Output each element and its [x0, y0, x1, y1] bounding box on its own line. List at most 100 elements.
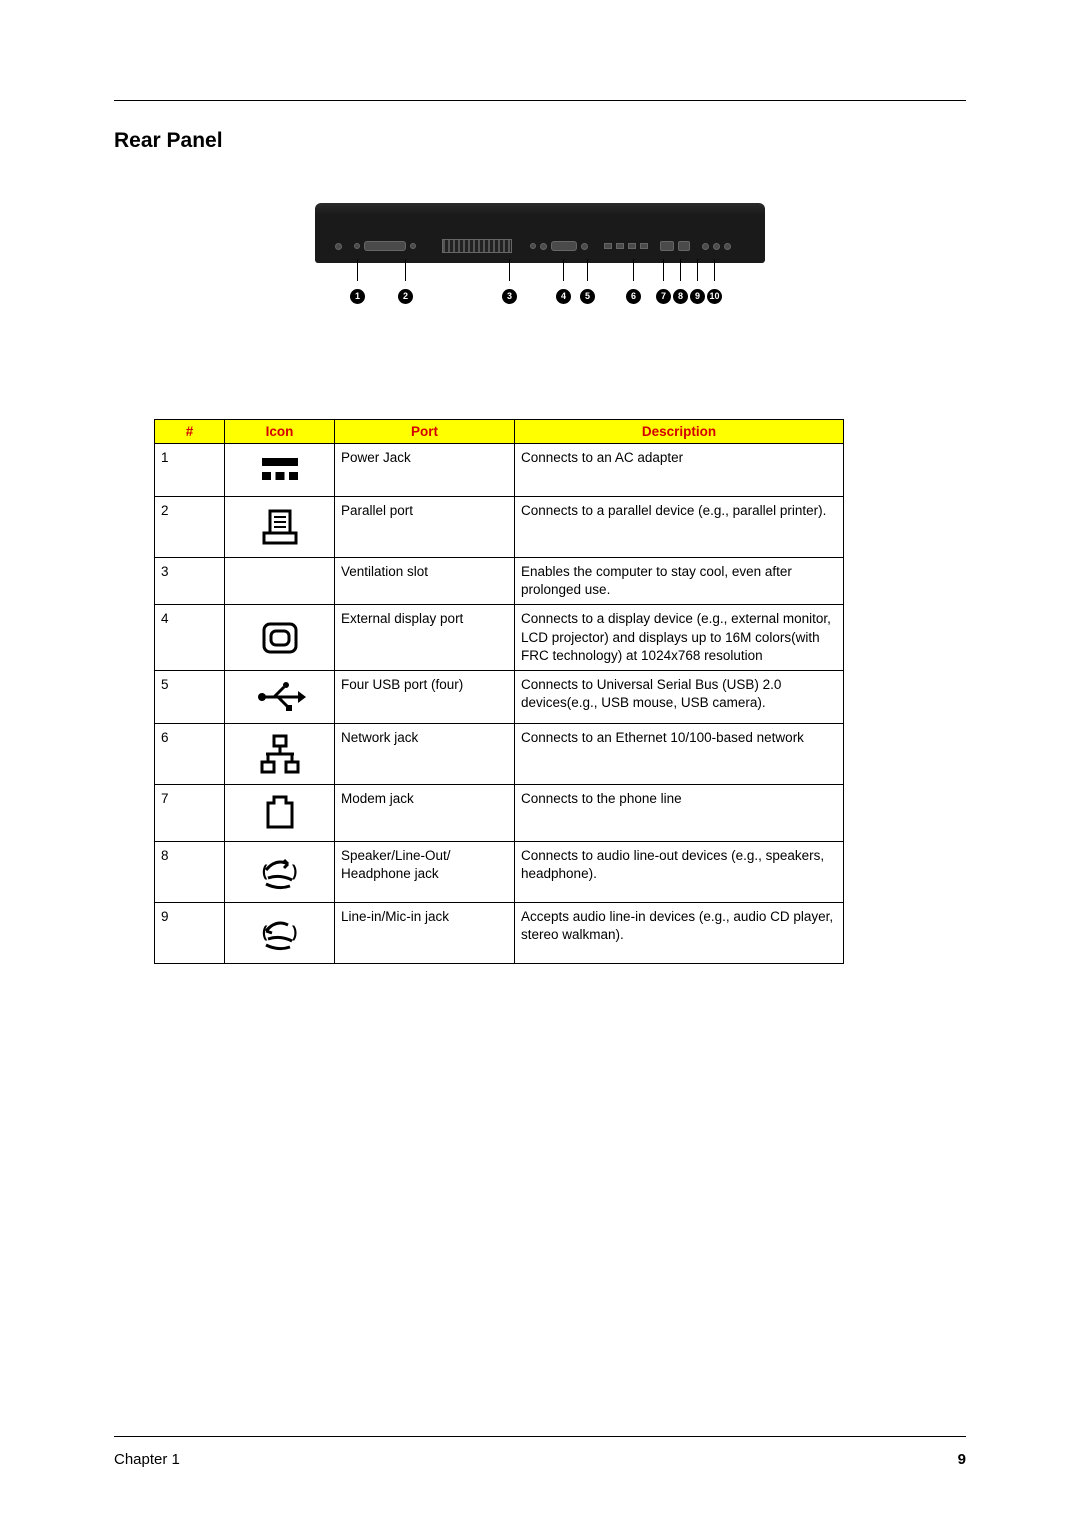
- table-row: 5Four USB port (four)Connects to Univers…: [155, 671, 844, 724]
- cell-port: Four USB port (four): [335, 671, 515, 724]
- leader-line: [563, 259, 564, 281]
- cell-num: 3: [155, 558, 225, 605]
- port-vga: [551, 241, 577, 251]
- port-small: [540, 243, 547, 250]
- page-footer: Chapter 1 9: [114, 1436, 966, 1468]
- cell-port: Modem jack: [335, 785, 515, 842]
- leader-lines: [315, 263, 765, 283]
- cell-num: 7: [155, 785, 225, 842]
- cell-desc: Connects to an Ethernet 10/100-based net…: [515, 724, 844, 785]
- callout-bubble: 6: [626, 289, 641, 304]
- network-icon: [225, 724, 335, 785]
- top-rule: [114, 100, 966, 101]
- line-in-icon: (): [225, 903, 335, 964]
- cell-num: 4: [155, 605, 225, 671]
- cell-num: 6: [155, 724, 225, 785]
- th-port: Port: [335, 420, 515, 444]
- svg-text:(: (: [262, 863, 268, 880]
- none-icon: [225, 558, 335, 605]
- leader-line: [680, 259, 681, 281]
- callout-row: 1 2 3 45 678910: [315, 289, 765, 309]
- port-usb: [628, 243, 636, 249]
- parallel-icon: [225, 497, 335, 558]
- callout-bubble: 3: [502, 289, 517, 304]
- cell-port: Speaker/Line-Out/ Headphone jack: [335, 842, 515, 903]
- port-audio: [713, 243, 720, 250]
- table-header-row: # Icon Port Description: [155, 420, 844, 444]
- th-icon: Icon: [225, 420, 335, 444]
- svg-text:(: (: [262, 924, 268, 941]
- cell-desc: Accepts audio line-in devices (e.g., aud…: [515, 903, 844, 964]
- leader-line: [405, 259, 406, 281]
- cell-desc: Connects to the phone line: [515, 785, 844, 842]
- cell-desc: Enables the computer to stay cool, even …: [515, 558, 844, 605]
- cell-num: 8: [155, 842, 225, 903]
- cell-port: Power Jack: [335, 444, 515, 497]
- table-row: 2 Parallel portConnects to a parallel dev…: [155, 497, 844, 558]
- table-row: 7 Modem jackConnects to the phone line: [155, 785, 844, 842]
- laptop-body-illustration: [315, 203, 765, 263]
- callout-bubble: 4: [556, 289, 571, 304]
- callout-bubble: 8: [673, 289, 688, 304]
- modem-icon: [225, 785, 335, 842]
- leader-line: [697, 259, 698, 281]
- port-audio: [724, 243, 731, 250]
- footer-rule: [114, 1436, 966, 1437]
- table-row: 8()Speaker/Line-Out/ Headphone jackConne…: [155, 842, 844, 903]
- cell-desc: Connects to audio line-out devices (e.g.…: [515, 842, 844, 903]
- port-usb: [604, 243, 612, 249]
- th-desc: Description: [515, 420, 844, 444]
- cell-desc: Connects to an AC adapter: [515, 444, 844, 497]
- table-row: 1 Power JackConnects to an AC adapter: [155, 444, 844, 497]
- leader-line: [357, 259, 358, 281]
- cell-port: Network jack: [335, 724, 515, 785]
- port-audio: [702, 243, 709, 250]
- dot: [530, 243, 536, 249]
- cell-port: Line-in/Mic-in jack: [335, 903, 515, 964]
- cell-port: External display port: [335, 605, 515, 671]
- callout-bubble: 1: [350, 289, 365, 304]
- cell-num: 9: [155, 903, 225, 964]
- table-row: 4 External display portConnects to a disp…: [155, 605, 844, 671]
- leader-line: [509, 259, 510, 281]
- ports-table: # Icon Port Description 1Power JackConne…: [154, 419, 844, 964]
- callout-bubble: 5: [580, 289, 595, 304]
- cell-port: Parallel port: [335, 497, 515, 558]
- leader-line: [663, 259, 664, 281]
- footer-chapter: Chapter 1: [114, 1451, 180, 1468]
- table-row: 9()Line-in/Mic-in jackAccepts audio line…: [155, 903, 844, 964]
- cell-num: 1: [155, 444, 225, 497]
- dot: [354, 243, 360, 249]
- cell-num: 5: [155, 671, 225, 724]
- port-usb: [616, 243, 624, 249]
- leader-line: [587, 259, 588, 281]
- footer-page-number: 9: [958, 1451, 966, 1468]
- power-jack-icon: [225, 444, 335, 497]
- cell-num: 2: [155, 497, 225, 558]
- callout-bubble: 2: [398, 289, 413, 304]
- cell-desc: Connects to a parallel device (e.g., par…: [515, 497, 844, 558]
- svg-text:): ): [292, 863, 297, 880]
- callout-bubble: 7: [656, 289, 671, 304]
- table-row: 3 Ventilation slotEnables the computer to…: [155, 558, 844, 605]
- svg-text:): ): [292, 924, 297, 941]
- port-rj: [678, 241, 690, 251]
- line-out-icon: (): [225, 842, 335, 903]
- leader-line: [714, 259, 715, 281]
- port-strip: [335, 235, 755, 257]
- section-title: Rear Panel: [114, 129, 966, 153]
- port-rj: [660, 241, 674, 251]
- display-icon: [225, 605, 335, 671]
- cell-port: Ventilation slot: [335, 558, 515, 605]
- port-vent: [442, 239, 512, 253]
- cell-desc: Connects to a display device (e.g., exte…: [515, 605, 844, 671]
- port-parallel: [364, 241, 406, 251]
- leader-line: [633, 259, 634, 281]
- callout-bubble: 10: [707, 289, 722, 304]
- callout-bubble: 9: [690, 289, 705, 304]
- rear-panel-diagram: 1 2 3 45 678910: [315, 203, 765, 309]
- usb-icon: [225, 671, 335, 724]
- table-row: 6 Network jackConnects to an Ethernet 10/…: [155, 724, 844, 785]
- port-usb: [640, 243, 648, 249]
- th-num: #: [155, 420, 225, 444]
